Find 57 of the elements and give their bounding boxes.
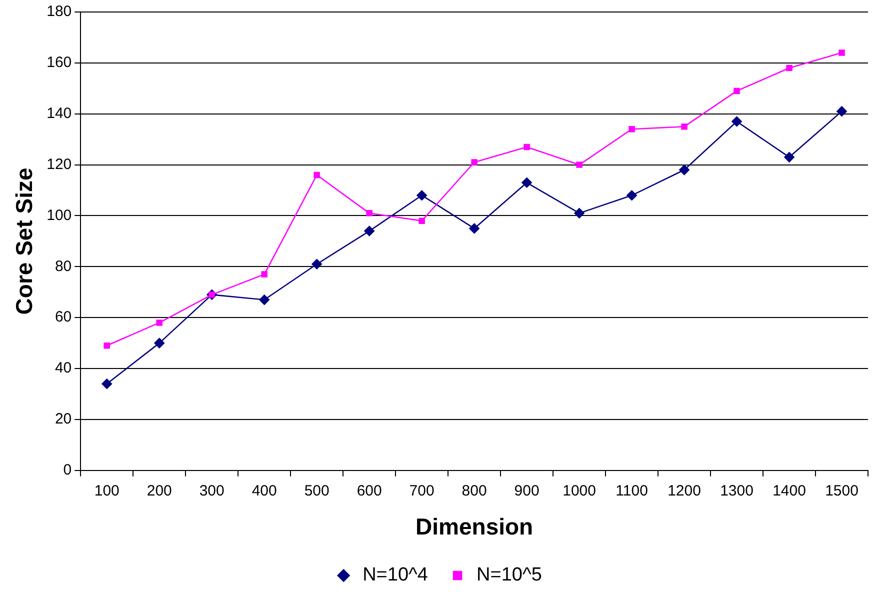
point [838, 50, 845, 56]
x-tick-label: 400 [252, 482, 277, 500]
y-tick-label: 120 [46, 156, 72, 173]
point [524, 144, 530, 150]
x-tick-label: 700 [409, 482, 434, 500]
y-tick-label: 0 [63, 462, 72, 479]
point [626, 190, 637, 201]
point [312, 258, 322, 270]
x-tick-label: 200 [146, 482, 172, 500]
point [679, 164, 690, 176]
y-tick-label: 80 [54, 258, 72, 275]
point [364, 226, 374, 236]
point [734, 88, 740, 94]
x-tick-label: 1300 [720, 482, 754, 500]
y-tick-label: 180 [46, 3, 72, 20]
point [576, 162, 582, 168]
y-tick-label: 20 [54, 410, 72, 428]
x-tick-label: 500 [304, 482, 330, 500]
y-tick-label: 140 [46, 105, 72, 122]
y-tick-label: 60 [54, 308, 72, 326]
point [261, 271, 268, 278]
y-axis-title: Core Set Size [11, 168, 38, 315]
point [836, 106, 847, 116]
point [366, 210, 372, 216]
point [732, 116, 742, 127]
x-axis-title: Dimension [416, 514, 534, 540]
y-tick-label: 40 [54, 360, 72, 377]
x-tick-label: 100 [94, 482, 120, 500]
x-tick-label: 600 [356, 482, 382, 500]
point [156, 320, 162, 326]
x-tick-label: 1200 [668, 482, 701, 500]
point [469, 223, 480, 234]
legend-label: N=10^5 [476, 564, 542, 586]
point [786, 64, 792, 72]
point [102, 378, 112, 389]
x-tick-label: 1500 [825, 482, 858, 500]
point [574, 208, 584, 218]
x-tick-label: 1100 [616, 482, 648, 500]
point [418, 218, 425, 224]
point [154, 338, 165, 348]
x-tick-label: 300 [199, 482, 224, 500]
x-tick-label: 1000 [562, 482, 596, 500]
legend-label: N=10^4 [362, 564, 428, 586]
point [259, 294, 270, 305]
x-tick-label: 900 [514, 482, 540, 500]
y-tick-label: 100 [46, 206, 72, 224]
y-tick-label: 160 [46, 54, 72, 72]
x-tick-label: 1400 [772, 482, 806, 500]
x-tick-label: 800 [462, 482, 487, 500]
point [628, 126, 635, 132]
point [104, 342, 110, 349]
point [471, 159, 478, 166]
point [681, 123, 688, 130]
point [784, 152, 794, 162]
point [314, 172, 320, 178]
point [416, 190, 427, 201]
point [522, 177, 532, 188]
